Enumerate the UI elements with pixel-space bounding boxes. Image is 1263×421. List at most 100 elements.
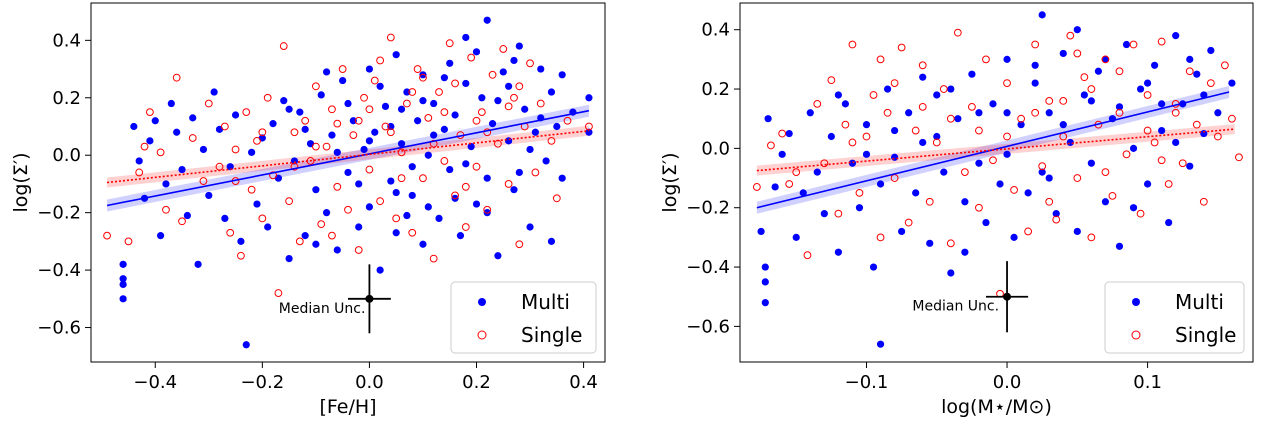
multi-point [1165,218,1173,227]
single-point [349,131,358,140]
x-tick-label: 0.0 [355,372,384,393]
multi-point [778,150,786,158]
median-uncertainty: Median Unc. [912,261,1029,333]
single-point [124,237,133,246]
single-point [803,251,812,260]
multi-point [975,159,983,167]
multi-point [961,248,969,256]
single-point [370,76,379,85]
single-point [220,122,229,131]
multi-point [1073,26,1081,34]
multi-point [119,280,127,289]
legend: Multi Single [450,281,597,354]
y-tick-label: 0.4 [701,20,730,41]
single-point [1101,168,1110,177]
single-point [1143,126,1152,135]
single-point [397,148,406,157]
single-point [253,136,261,145]
single-point [841,120,850,129]
multi-point [285,255,293,263]
multi-point [785,129,793,138]
multi-point [869,263,878,271]
multi-point [1136,85,1145,93]
multi-point [891,153,899,161]
multi-point [408,163,416,171]
single-point [785,180,794,188]
plot-area [752,11,1243,348]
single-point [242,108,251,117]
x-tick-label: 0.0 [993,372,1022,393]
multi-point [462,160,470,168]
single-point [269,171,277,180]
multi-point [1158,126,1166,135]
single-point [1059,97,1068,105]
multi-point [430,131,438,139]
single-point [178,217,186,226]
single-point [1024,227,1033,236]
multi-point [483,16,491,24]
multi-point [167,99,175,108]
single-point [585,122,593,131]
single-point [467,53,476,62]
single-point [237,251,245,260]
single-point [1038,162,1047,171]
single-point [918,61,927,70]
multi-point [764,115,772,123]
multi-point [371,128,379,136]
single-point [1206,79,1215,88]
single-point [1003,79,1011,88]
single-point [1087,85,1096,93]
multi-point [1122,40,1131,49]
single-point [392,214,401,223]
multi-point [189,114,197,122]
multi-point [210,88,218,96]
multi-point [1151,61,1159,69]
multi-point [135,157,143,165]
multi-point [558,71,566,79]
multi-point [381,102,390,110]
single-point [413,65,422,73]
multi-point [1129,204,1138,212]
panel-1: Median Unc. −0.4 −0.2 0.0 0.2 0.4 0.4 0.2 0.0 −0.… [10,2,606,418]
multi-point [933,91,941,99]
multi-point [862,150,871,158]
multi-point [876,180,885,188]
multi-point [1080,91,1088,99]
multi-point [424,203,432,211]
multi-point [328,131,336,139]
multi-point [467,143,475,151]
multi-point [1031,79,1039,87]
multi-point [505,82,513,90]
single-point [946,114,955,123]
multi-point [585,128,593,136]
legend-single-label: Single [1175,323,1236,347]
single-point [504,180,513,188]
multi-point [537,65,545,73]
single-point [918,102,927,111]
y-axis-label: log(Σ′) [10,152,32,212]
multi-point [397,105,406,113]
multi-point [430,99,438,108]
single-point [834,209,843,218]
single-point [869,91,878,99]
multi-point [933,132,941,141]
multi-point [841,100,850,108]
single-point [904,218,913,227]
multi-point [339,76,347,85]
single-point [975,126,983,135]
multi-point [355,180,363,188]
multi-point [451,194,459,202]
multi-point [264,223,272,231]
single-point [960,168,969,177]
single-point [290,128,299,137]
multi-point [280,97,288,105]
median-uncertainty: Median Unc. [279,264,391,334]
multi-point [1059,49,1067,58]
multi-point [365,137,374,145]
multi-point [1129,144,1138,152]
multi-point [419,240,427,248]
single-point [461,182,470,191]
single-point [140,142,149,151]
single-point [526,59,534,68]
single-point [855,188,864,197]
